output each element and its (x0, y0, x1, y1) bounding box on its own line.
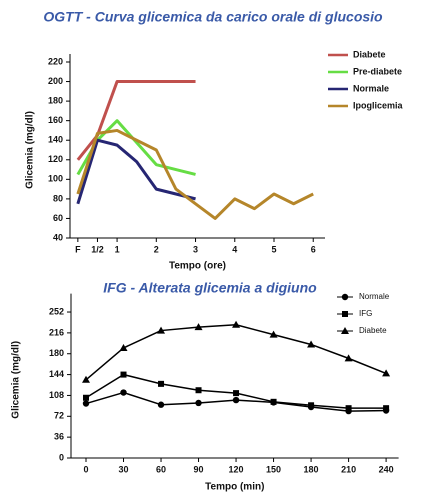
x-tick-label: 4 (232, 244, 237, 254)
x-tick-label: 2 (154, 244, 159, 254)
y-tick-label: 36 (54, 432, 64, 442)
point (119, 343, 128, 351)
legend-marker (341, 327, 349, 334)
x-tick-label: 210 (341, 464, 356, 474)
point (345, 405, 352, 412)
y-tick-label: 100 (48, 174, 63, 184)
point (270, 398, 277, 405)
point (120, 389, 127, 396)
x-tick-label: 240 (379, 464, 394, 474)
y-tick-label: 144 (49, 369, 64, 379)
point (83, 394, 90, 401)
x-tick-label: 30 (119, 464, 129, 474)
x-tick-label: 3 (193, 244, 198, 254)
point (233, 390, 240, 397)
point (158, 380, 165, 387)
x-axis-label: Tempo (ore) (169, 261, 226, 272)
y-tick-label: 200 (48, 76, 63, 86)
point (232, 396, 240, 404)
y-tick-label: 180 (48, 95, 63, 105)
point (82, 375, 91, 383)
legend-label: Normale (353, 83, 389, 93)
series-line (76, 128, 314, 220)
series-line (76, 138, 196, 205)
y-tick-label: 160 (48, 115, 63, 125)
point (195, 399, 202, 407)
point (82, 400, 90, 407)
point (344, 354, 353, 362)
point (383, 405, 390, 412)
x-tick-label: 60 (156, 464, 166, 474)
x-tick-label: 180 (304, 464, 319, 474)
y-tick-label: 252 (49, 306, 64, 316)
x-tick-label: 0 (83, 464, 88, 474)
point (157, 401, 165, 408)
y-tick-label: 220 (48, 56, 63, 66)
x-tick-label: 6 (311, 244, 316, 254)
point (120, 371, 127, 378)
x-tick-label: F (75, 244, 81, 254)
y-axis-label: Glicemia (mg/dl) (25, 111, 36, 189)
series-line (85, 324, 387, 381)
y-tick-label: 140 (48, 135, 63, 145)
x-axis-label: Tempo (min) (205, 482, 264, 493)
y-tick-label: 72 (54, 411, 64, 421)
legend-marker (341, 293, 349, 301)
legend-label: Diabete (353, 49, 386, 59)
legend-label: Ipoglicemia (353, 100, 404, 110)
point (157, 326, 166, 334)
x-tick-label: 90 (194, 464, 204, 474)
y-axis-label: Glicemia (mg/dl) (11, 341, 22, 419)
x-tick-label: 120 (229, 464, 244, 474)
point (195, 387, 202, 394)
y-tick-label: 108 (49, 390, 64, 400)
y-tick-label: 60 (53, 213, 63, 223)
legend-label: Diabete (359, 326, 387, 335)
chart-title: OGTT - Curva glicemica da carico orale d… (43, 9, 383, 25)
legend-label: Normale (359, 292, 390, 301)
y-tick-label: 120 (48, 154, 63, 164)
point (308, 402, 315, 409)
legend-marker (342, 311, 348, 317)
y-tick-label: 80 (53, 193, 63, 203)
legend-label: IFG (359, 309, 372, 318)
point (194, 323, 203, 331)
series-line (76, 80, 196, 161)
y-tick-label: 180 (49, 348, 64, 358)
point (382, 369, 391, 377)
x-tick-label: 150 (266, 464, 281, 474)
y-tick-label: 0 (59, 452, 64, 462)
chart-title: IFG - Alterata glicemia a digiuno (103, 280, 317, 296)
x-tick-label: 1 (115, 244, 120, 254)
x-tick-label: 5 (271, 244, 276, 254)
point (269, 330, 278, 338)
y-tick-label: 40 (53, 232, 63, 242)
y-tick-label: 216 (49, 327, 64, 337)
point (232, 320, 241, 328)
x-tick-label: 1/2 (91, 244, 104, 254)
point (307, 340, 316, 348)
legend-label: Pre-diabete (353, 66, 402, 76)
